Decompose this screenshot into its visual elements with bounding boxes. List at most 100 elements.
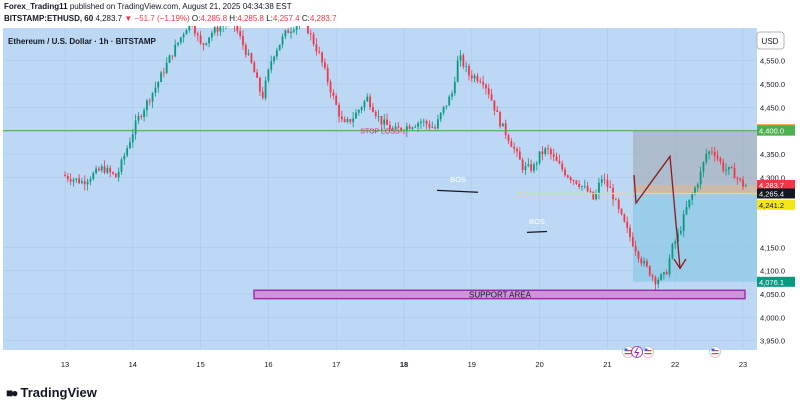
flag-stripe (644, 353, 652, 355)
candle-body (154, 87, 157, 93)
candle-body (185, 30, 188, 35)
price-badge (757, 199, 795, 210)
candle-body (72, 179, 75, 182)
candle-body (725, 169, 727, 171)
candle-body (188, 26, 191, 31)
candle-body (711, 151, 713, 153)
candle-body (386, 119, 388, 126)
candle-body (162, 72, 165, 74)
candle-body (595, 193, 597, 200)
candle-body (318, 51, 321, 53)
candle-body (137, 116, 140, 121)
flag-stripe (644, 350, 652, 352)
x-tick-label: 18 (400, 360, 408, 369)
candle-body (123, 155, 126, 160)
candle-body (114, 173, 117, 178)
candle-body (561, 163, 564, 170)
candle-body (377, 116, 380, 117)
target-zone (633, 193, 757, 282)
candle-body (600, 179, 603, 183)
candle-body (244, 45, 247, 55)
candle-body (278, 44, 281, 51)
footer-brand[interactable]: ■● TradingView (6, 385, 97, 400)
y-tick-label: 4,100.0 (760, 267, 785, 276)
candle-body (493, 100, 496, 111)
candle-body (196, 33, 199, 36)
candle-body (417, 123, 420, 127)
candle-body (541, 151, 544, 155)
candle-body (309, 33, 312, 35)
change-value: ▼ −51.7 (−1.19%) (124, 14, 190, 23)
candle-body (566, 175, 569, 178)
candle-body (581, 186, 583, 187)
candle-body (355, 112, 357, 119)
candle-body (83, 181, 86, 185)
currency-button[interactable]: USD (756, 31, 785, 50)
candle-body (485, 84, 487, 89)
candle-body (120, 159, 123, 172)
x-tick-label: 23 (739, 360, 747, 369)
candle-body (437, 119, 439, 129)
y-tick-label: 4,300.0 (760, 173, 785, 182)
candle-body (383, 119, 386, 125)
published-text: published on TradingView.com, August 21,… (69, 2, 292, 11)
candle-body (606, 179, 609, 187)
x-tick-label: 20 (535, 360, 543, 369)
price-chart[interactable]: STOP LOSS BOS BOS SUPPORT AREA 4,550.0 4,500… (0, 26, 800, 383)
candle-body (287, 30, 290, 34)
candle-body (527, 164, 530, 166)
candle-body (335, 95, 338, 105)
candle-body (623, 214, 626, 222)
support-area (253, 289, 746, 300)
candle-body (340, 116, 343, 120)
candle-body (211, 32, 213, 38)
candle-body (716, 155, 719, 159)
candle-body (544, 148, 547, 155)
candle-body (626, 221, 629, 228)
candle-body (657, 279, 660, 285)
candle-body (366, 96, 369, 102)
us-flag-icon[interactable] (642, 346, 654, 358)
candle-body (592, 191, 595, 200)
candle-body (589, 191, 592, 193)
candle-body (219, 26, 222, 32)
candle-body (131, 134, 134, 143)
price-badge (757, 188, 795, 199)
candle-body (295, 26, 298, 31)
y-tick-label: 4,000.0 (760, 313, 785, 322)
y-tick-label: 4,150.0 (760, 243, 785, 252)
candle-body (513, 146, 516, 149)
candle-body (431, 127, 434, 129)
candle-body (739, 178, 742, 180)
candle-body (357, 109, 360, 113)
candle-body (420, 121, 422, 124)
candle-body (742, 179, 744, 187)
candle-body (547, 148, 549, 150)
candle-body (501, 123, 504, 127)
candle-body (146, 100, 148, 111)
candle-body (524, 165, 527, 170)
price-badge-label: 4,241.2 (759, 201, 784, 210)
candle-body (261, 91, 264, 98)
chart-title: Ethereum / U.S. Dollar · 1h · BITSTAMP (8, 37, 157, 46)
candle-body (236, 26, 239, 32)
candle-body (620, 208, 623, 215)
close-value: 4,283.7 (309, 14, 337, 23)
candle-body (64, 175, 66, 177)
us-flag-icon[interactable] (709, 346, 721, 358)
candle-body (174, 44, 177, 57)
candle-body (499, 112, 501, 127)
candle-body (578, 183, 581, 187)
candle-body (470, 75, 473, 79)
candle-body (182, 34, 185, 38)
candle-body (425, 121, 428, 125)
currency-label[interactable]: USD (762, 37, 779, 46)
candle-body (326, 67, 329, 82)
candle-body (654, 276, 657, 285)
flash-bolt (634, 347, 640, 358)
candle-body (363, 101, 366, 108)
candle-body (275, 50, 278, 57)
candle-body (533, 164, 535, 171)
candle-body (699, 171, 702, 185)
candle-body (332, 92, 335, 96)
